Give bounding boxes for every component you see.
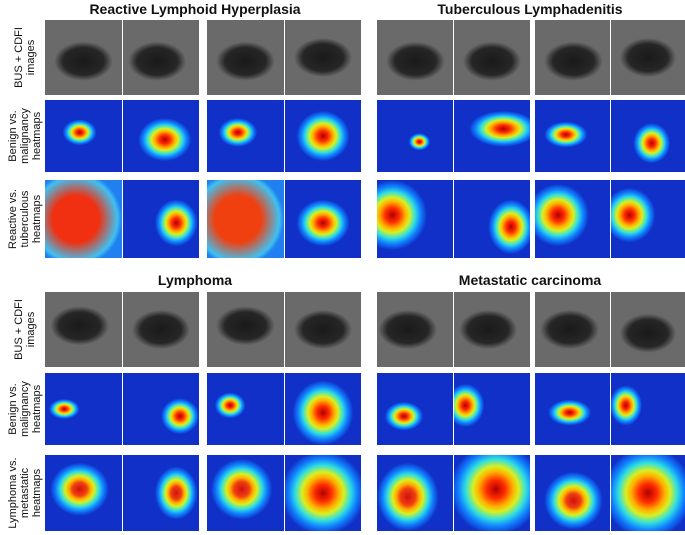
heatmap-image (122, 100, 199, 172)
ultrasound-image (284, 20, 361, 95)
row-label: BUS + CDFI images (13, 299, 37, 360)
heatmap-image (45, 373, 122, 445)
heatmap-image (377, 373, 454, 445)
heatmap-image (377, 455, 454, 531)
section-title: Reactive Lymphoid Hyperplasia (89, 1, 300, 17)
heatmap-image (122, 455, 199, 531)
row-label-line: Reactive vs. (7, 189, 19, 249)
heatmap-image (453, 100, 530, 172)
heatmap-image (610, 373, 685, 445)
row-label-line: heatmaps (31, 194, 43, 243)
heatmap-image (535, 455, 612, 531)
row-label-line: Lymphoma vs. (7, 457, 19, 528)
heatmap-image (122, 373, 199, 445)
section-title: Metastatic carcinoma (459, 272, 602, 288)
row-label: Lymphoma vs. metastatic heatmaps (7, 457, 43, 528)
row-label-line: images (25, 39, 37, 75)
row-label-line: malignancy (19, 381, 31, 437)
heatmap-image (610, 180, 685, 258)
heatmap-image (610, 455, 685, 531)
heatmap-image (377, 100, 454, 172)
heatmap-image (45, 180, 122, 258)
row-label-line: heatmaps (31, 111, 43, 160)
ultrasound-image (610, 292, 685, 367)
row-label-line: heatmaps (31, 384, 43, 433)
heatmap-image (453, 373, 530, 445)
heatmap-image (284, 100, 361, 172)
ultrasound-image (453, 20, 530, 95)
heatmap-image (284, 180, 361, 258)
row-label-line: BUS + CDFI (13, 299, 25, 360)
heatmap-image (535, 180, 612, 258)
heatmap-image (453, 180, 530, 258)
row-label: Benign vs. malignancy heatmaps (7, 381, 43, 437)
ultrasound-image (45, 292, 122, 367)
heatmap-image (377, 180, 454, 258)
row-label-line: tuberculous (19, 190, 31, 247)
heatmap-image (284, 455, 361, 531)
heatmap-image (207, 373, 284, 445)
row-label-line: metastatic (19, 467, 31, 518)
ultrasound-image (610, 20, 685, 95)
row-label-line: heatmaps (31, 468, 43, 517)
row-label: Reactive vs. tuberculous heatmaps (7, 189, 43, 249)
ultrasound-image (535, 20, 612, 95)
ultrasound-image (453, 292, 530, 367)
ultrasound-image (207, 292, 284, 367)
row-label-line: malignancy (19, 108, 31, 164)
heatmap-image (207, 100, 284, 172)
row-label: BUS + CDFI images (13, 27, 37, 88)
heatmap-image (284, 373, 361, 445)
ultrasound-image (45, 20, 122, 95)
heatmap-image (535, 373, 612, 445)
ultrasound-image (377, 292, 454, 367)
ultrasound-image (377, 20, 454, 95)
row-label-line: BUS + CDFI (13, 27, 25, 88)
heatmap-image (45, 455, 122, 531)
heatmap-image (45, 100, 122, 172)
heatmap-image (207, 455, 284, 531)
heatmap-image (122, 180, 199, 258)
ultrasound-image (284, 292, 361, 367)
ultrasound-image (207, 20, 284, 95)
heatmap-image (535, 100, 612, 172)
row-label: Benign vs. malignancy heatmaps (7, 108, 43, 164)
heatmap-image (207, 180, 284, 258)
row-label-line: Benign vs. (7, 110, 19, 161)
section-title: Lymphoma (158, 272, 232, 288)
row-label-line: images (25, 311, 37, 347)
ultrasound-image (122, 292, 199, 367)
ultrasound-image (122, 20, 199, 95)
heatmap-image (610, 100, 685, 172)
row-label-line: Benign vs. (7, 383, 19, 434)
heatmap-image (453, 455, 530, 531)
ultrasound-image (535, 292, 612, 367)
section-title: Tuberculous Lymphadenitis (437, 1, 622, 17)
